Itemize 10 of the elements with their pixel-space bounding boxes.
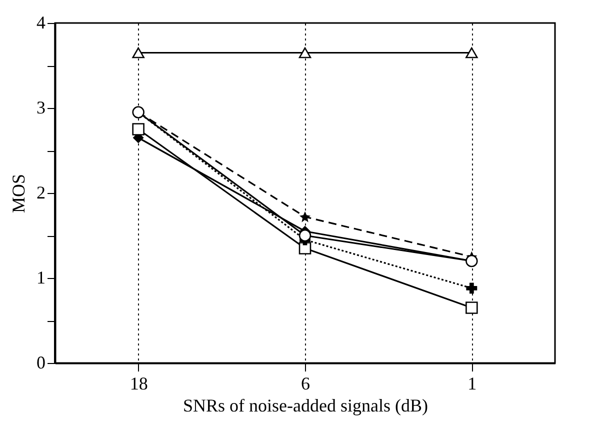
x-tick-label: 1 <box>468 374 477 394</box>
x-tick-label: 18 <box>130 374 148 394</box>
x-tick-label: 6 <box>301 374 310 394</box>
y-tick-label: 2 <box>36 182 46 202</box>
y-tick-label: 1 <box>36 268 46 288</box>
y-tick-label: 0 <box>36 352 46 372</box>
y-tick-label: 3 <box>36 98 46 118</box>
x-axis-title: SNRs of noise-added signals (dB) <box>183 396 428 416</box>
y-tick-label: 4 <box>36 12 46 32</box>
y-axis-title: MOS <box>8 174 28 214</box>
